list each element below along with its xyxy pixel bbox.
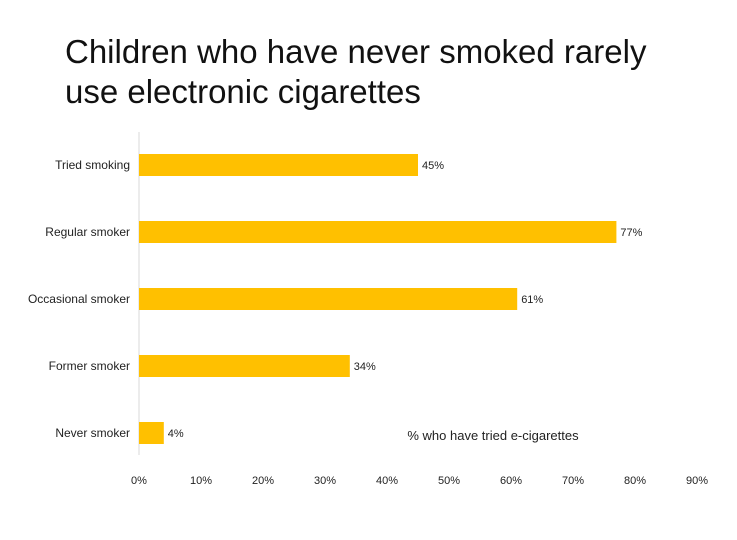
category-label: Occasional smoker — [28, 292, 130, 306]
chart-title: Children who have never smoked rarely us… — [65, 33, 647, 110]
bar-regular-smoker — [139, 221, 617, 243]
bar-never-smoker — [139, 422, 164, 444]
bar-tried-smoking — [139, 154, 418, 176]
category-label: Regular smoker — [45, 225, 130, 239]
category-label: Never smoker — [55, 426, 130, 440]
value-labels-group: 45% 77% 61% 34% 4% — [168, 160, 643, 440]
x-tick-label: 70% — [562, 475, 584, 487]
x-tick-label: 20% — [252, 475, 274, 487]
bars-group — [139, 154, 617, 444]
x-axis-title: % who have tried e-cigarettes — [407, 428, 579, 443]
x-tick-label: 10% — [190, 475, 212, 487]
x-tick-label: 50% — [438, 475, 460, 487]
x-tick-label: 90% — [686, 475, 708, 487]
value-label: 34% — [354, 361, 376, 373]
bar-former-smoker — [139, 355, 350, 377]
bar-occasional-smoker — [139, 288, 518, 310]
x-tick-label: 60% — [500, 475, 522, 487]
x-tick-label: 30% — [314, 475, 336, 487]
x-tick-label: 40% — [376, 475, 398, 487]
category-label: Tried smoking — [55, 158, 130, 172]
value-label: 4% — [168, 428, 184, 440]
x-tick-label: 80% — [624, 475, 646, 487]
category-labels-group: Tried smoking Regular smoker Occasional sm… — [28, 158, 130, 440]
value-label: 45% — [422, 160, 444, 172]
value-label: 77% — [620, 227, 642, 239]
category-label: Former smoker — [49, 359, 130, 373]
x-tick-labels-group: 0% 10% 20% 30% 40% 50% 60% 70% 80% 90% — [131, 475, 708, 487]
value-label: 61% — [521, 294, 543, 306]
x-tick-label: 0% — [131, 475, 147, 487]
